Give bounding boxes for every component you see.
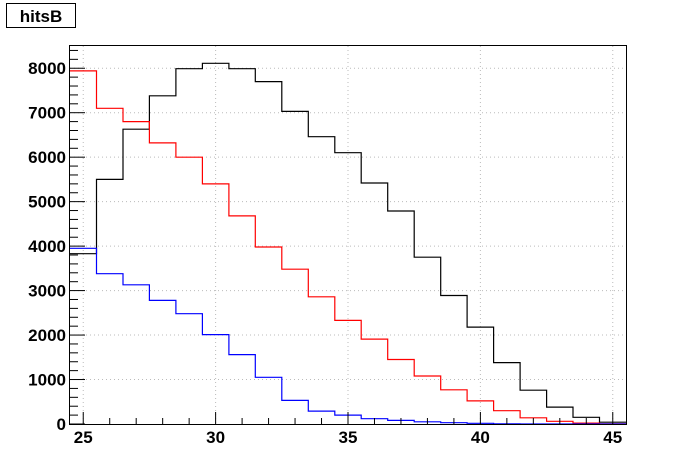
y-tick-label: 8000 xyxy=(28,59,66,78)
y-tick-label: 7000 xyxy=(28,104,66,123)
grid xyxy=(70,46,626,424)
title-box: hitsB xyxy=(6,3,76,28)
x-tick-label: 45 xyxy=(603,428,622,447)
histogram-line xyxy=(70,247,626,425)
histogram-line xyxy=(70,70,626,425)
y-tick-label: 5000 xyxy=(28,193,66,212)
tick-labels: 25 30 35 40 45 0 1000 2000 3000 4000 5000 6000 7000 8… xyxy=(28,59,622,447)
x-tick-label: 25 xyxy=(74,428,93,447)
histogram-line xyxy=(70,62,626,423)
x-tick-label: 35 xyxy=(339,428,358,447)
x-tick-label: 30 xyxy=(206,428,225,447)
y-tick-label: 0 xyxy=(57,415,66,434)
y-tick-label: 3000 xyxy=(28,282,66,301)
y-tick-label: 4000 xyxy=(28,237,66,256)
y-tick-label: 1000 xyxy=(28,371,66,390)
chart-title: hitsB xyxy=(20,7,63,26)
x-tick-label: 40 xyxy=(471,428,490,447)
y-tick-label: 6000 xyxy=(28,148,66,167)
axes xyxy=(70,49,614,425)
plot-frame xyxy=(69,45,627,425)
y-tick-label: 2000 xyxy=(28,326,66,345)
histogram-series xyxy=(70,62,626,425)
title-box-border xyxy=(6,3,76,28)
